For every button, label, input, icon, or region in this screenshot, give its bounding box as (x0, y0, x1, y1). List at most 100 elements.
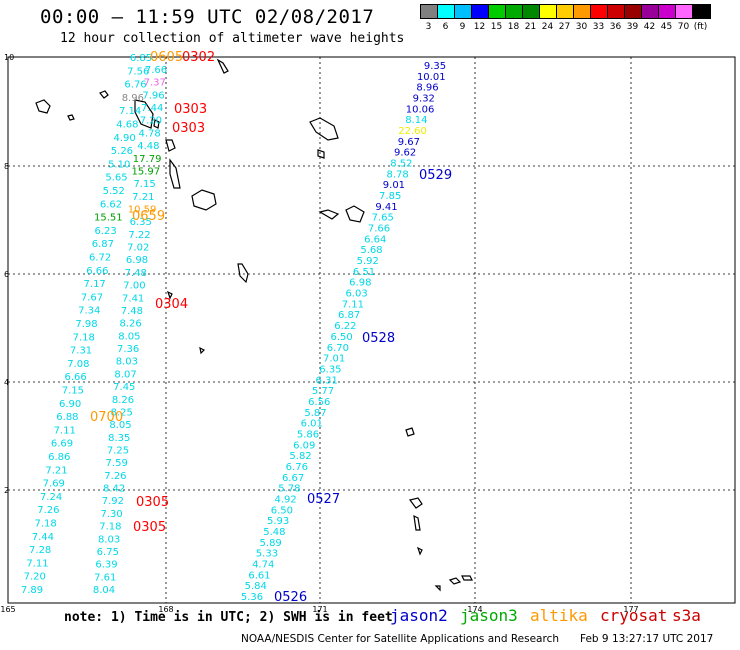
island-outline (216, 58, 229, 74)
scale-swatch (540, 5, 557, 18)
scale-swatch (506, 5, 523, 18)
track-c-value: 7.01 (323, 354, 345, 365)
island-outline (448, 577, 462, 585)
track-c-value: 9.01 (383, 180, 405, 191)
track-c-value: 5.92 (357, 256, 379, 267)
track-a-value: 7.44 (32, 532, 54, 543)
pass-time-label: 0303 (172, 121, 205, 136)
track-c-value: 9.67 (398, 137, 420, 148)
track-b-value: 8.26 (120, 319, 142, 330)
track-a-value: 5.10 (108, 159, 130, 170)
track-c-value: 5.68 (360, 245, 382, 256)
track-b-value: 8.03 (98, 534, 120, 545)
track-b-value: 8.05 (109, 420, 131, 431)
track-a-value: 7.15 (62, 386, 84, 397)
track-c-value: 9.35 (424, 61, 446, 72)
track-a-value: 7.18 (34, 519, 56, 530)
scale-label: 24 (541, 22, 554, 32)
scale-swatch (574, 5, 591, 18)
x-axis-tick-label: 174 (467, 605, 482, 614)
track-a-value: 7.34 (78, 306, 100, 317)
track-b-value: 6.39 (95, 560, 117, 571)
island-outline (318, 209, 340, 220)
island-outline (153, 119, 160, 129)
track-b-value: 7.22 (128, 230, 150, 241)
track-b-value: 7.21 (132, 192, 154, 203)
track-b-value: 7.48 (125, 268, 147, 279)
track-a-value: 7.26 (37, 505, 59, 516)
track-b-value: 7.48 (121, 306, 143, 317)
y-axis-tick-label: 2 (4, 486, 9, 495)
track-a-value: 5.26 (111, 146, 133, 157)
track-a-value: 7.11 (54, 425, 76, 436)
track-b-value: 8.42 (103, 484, 125, 495)
pass-time-label: 0305 (133, 520, 166, 535)
color-scale-labels: 3 6 9 12 15 18 21 24 27 30 33 36 39 42 45 70 (ft) (420, 22, 711, 32)
scale-label: 12 (473, 22, 486, 32)
scale-label: 70 (677, 22, 690, 32)
track-c-value: 5.87 (304, 408, 326, 419)
track-a-value: 7.18 (73, 332, 95, 343)
track-c-value: 8.96 (416, 83, 438, 94)
track-a-value: 6.88 (56, 412, 78, 423)
track-b-value: 8.05 (118, 331, 140, 342)
scale-label: 45 (660, 22, 673, 32)
generated-timestamp: Feb 9 13:27:17 UTC 2017 (580, 633, 714, 645)
x-axis-tick-label: 168 (158, 605, 173, 614)
y-axis-tick-label: 10 (4, 53, 14, 62)
track-a-value: 5.65 (105, 173, 127, 184)
track-a-value: 8.96 (122, 93, 144, 104)
track-a-value: 7.21 (45, 465, 67, 476)
track-c-value: 6.56 (308, 397, 330, 408)
scale-swatch (472, 5, 489, 18)
track-c-value: 10.06 (406, 104, 435, 115)
track-b-value: 7.26 (104, 471, 126, 482)
track-c-value: 6.51 (353, 267, 375, 278)
island-outline (416, 546, 423, 556)
track-a-value: 15.51 (94, 213, 123, 224)
track-b-value: 7.44 (141, 103, 163, 114)
track-c-value: 5.82 (289, 451, 311, 462)
color-scale-swatches (420, 4, 711, 19)
scale-label: 42 (643, 22, 656, 32)
track-a-value: 7.69 (43, 479, 65, 490)
track-b-value: 6.75 (97, 547, 119, 558)
scale-swatch (591, 5, 608, 18)
pass-time-label: 0527 (307, 492, 340, 507)
island-outline (166, 290, 173, 300)
pass-time-label: 0303 (174, 102, 207, 117)
x-axis-tick-label: 171 (312, 605, 327, 614)
track-b-value: 7.37 (144, 78, 166, 89)
track-a-value: 6.76 (124, 80, 146, 91)
track-c-value: 5.93 (267, 516, 289, 527)
track-a-value: 6.62 (100, 199, 122, 210)
track-a-value: 7.17 (84, 279, 106, 290)
track-a-value: 7.08 (67, 359, 89, 370)
y-axis-tick-label: 4 (4, 378, 9, 387)
track-c-value: 9.62 (394, 148, 416, 159)
track-c-value: 6.03 (345, 289, 367, 300)
island-outline (434, 585, 441, 592)
credit-text: NOAA/NESDIS Center for Satellite Applica… (241, 633, 559, 645)
legend-jason3: jason3 (460, 606, 518, 625)
track-a-value: 7.24 (40, 492, 62, 503)
track-c-value: 5.77 (312, 386, 334, 397)
track-b-value: 7.30 (100, 509, 122, 520)
track-b-value: 6.35 (130, 217, 152, 228)
track-b-value: 7.25 (107, 445, 129, 456)
pass-time-label: 0526 (274, 590, 307, 605)
track-c-value: 6.76 (286, 462, 308, 473)
track-a-value: 7.11 (26, 558, 48, 569)
track-a-value: 7.28 (29, 545, 51, 556)
island-outline (345, 205, 365, 223)
track-c-value: 6.31 (316, 375, 338, 386)
track-b-value: 7.66 (145, 65, 167, 76)
track-c-value: 6.50 (330, 332, 352, 343)
scale-swatch (642, 5, 659, 18)
scale-swatch (676, 5, 693, 18)
track-c-value: 8.14 (405, 115, 427, 126)
scale-label: 33 (592, 22, 605, 32)
y-axis-tick-label: 8 (4, 162, 9, 171)
island-outline (461, 575, 473, 581)
pass-time-label: 0700 (90, 410, 123, 425)
